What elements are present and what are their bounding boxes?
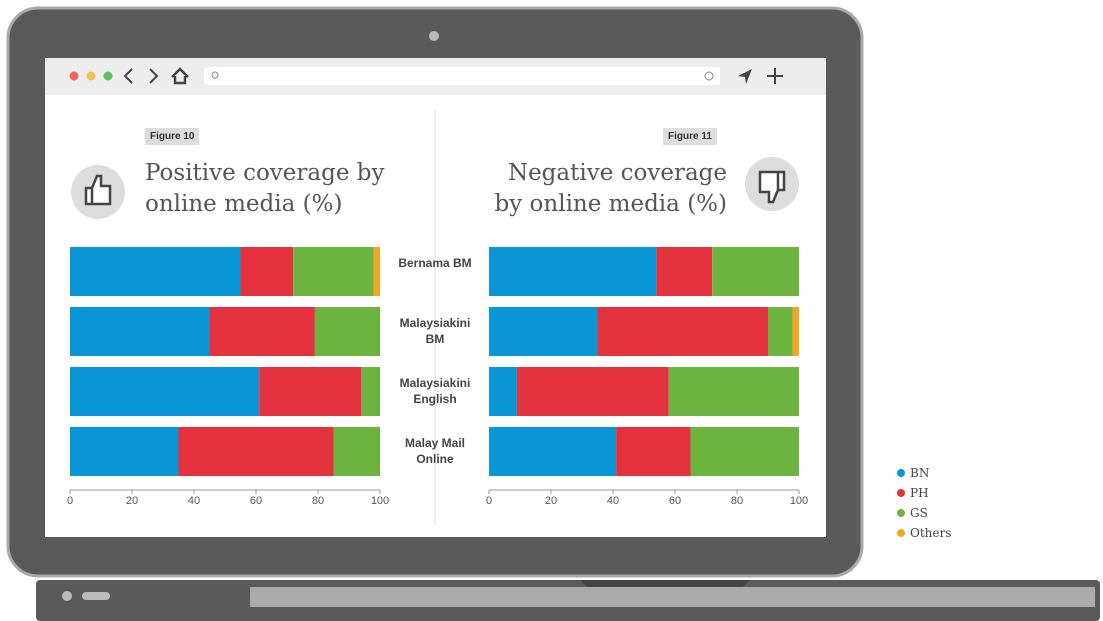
bar-segment [374, 247, 380, 296]
bar-segment [70, 307, 210, 356]
base-slot [82, 592, 110, 600]
bar-segment [70, 247, 241, 296]
bar-segment [669, 367, 799, 416]
x-tick-label: 20 [545, 495, 557, 507]
bar-segment [70, 427, 179, 476]
category-label: Malay Mail Online [392, 435, 478, 467]
x-tick-label: 80 [312, 495, 324, 507]
bar-segment [712, 247, 799, 296]
bar-segment [489, 367, 517, 416]
legend-swatch [897, 509, 905, 517]
x-tick-label: 20 [126, 495, 138, 507]
bar-segment [768, 307, 793, 356]
legend-entry: PH [897, 486, 929, 500]
bar-segment [691, 427, 800, 476]
bar-segment [241, 247, 294, 296]
x-tick-label: 40 [607, 495, 619, 507]
base-bar [250, 587, 1095, 607]
legend-entry: Others [897, 526, 951, 540]
legend-label: Others [910, 526, 951, 540]
legend-swatch [897, 489, 905, 497]
bar-segment [793, 307, 799, 356]
figure-label: Figure 11 [663, 128, 717, 145]
x-tick-label: 100 [790, 495, 808, 507]
x-tick-label: 60 [250, 495, 262, 507]
x-tick-label: 0 [67, 495, 73, 507]
x-tick-label: 60 [669, 495, 681, 507]
bar-segment [315, 307, 380, 356]
bar-segment [210, 307, 315, 356]
category-label: Malaysiakini English [392, 375, 478, 407]
window-maximize[interactable] [104, 72, 113, 81]
legend-swatch [897, 529, 905, 537]
bar-segment [361, 367, 380, 416]
bar-segment [259, 367, 361, 416]
x-tick-label: 40 [188, 495, 200, 507]
window-close[interactable] [70, 72, 79, 81]
figure-label: Figure 10 [145, 128, 199, 145]
address-bar[interactable] [204, 67, 720, 85]
window-minimize[interactable] [87, 72, 96, 81]
bar-segment [598, 307, 769, 356]
x-tick-label: 0 [486, 495, 492, 507]
x-tick-label: 80 [731, 495, 743, 507]
legend-entry: BN [897, 466, 929, 480]
bar-segment [489, 247, 656, 296]
base-light [62, 591, 72, 601]
x-tick-label: 100 [371, 495, 389, 507]
bar-segment [293, 247, 374, 296]
bar-segment [656, 247, 712, 296]
bar-segment [70, 367, 259, 416]
bar-segment [489, 427, 616, 476]
bar-segment [616, 427, 690, 476]
bar-segment [179, 427, 334, 476]
legend-label: PH [910, 486, 929, 500]
category-label: Malaysiakini BM [392, 315, 478, 347]
bar-segment [517, 367, 669, 416]
legend-swatch [897, 469, 905, 477]
category-label: Bernama BM [392, 255, 478, 271]
page: 0 20 40 60 80 100 0 20 40 60 80 100 Figure 10 Figur… [0, 0, 1103, 621]
legend-label: BN [910, 466, 929, 480]
camera [429, 31, 439, 41]
legend-label: GS [910, 506, 928, 520]
legend-entry: GS [897, 506, 928, 520]
chart-title: Positive coverage by online media (%) [145, 158, 395, 220]
chart-title: Negative coverage by online media (%) [477, 158, 727, 220]
bar-segment [334, 427, 381, 476]
bar-segment [489, 307, 598, 356]
